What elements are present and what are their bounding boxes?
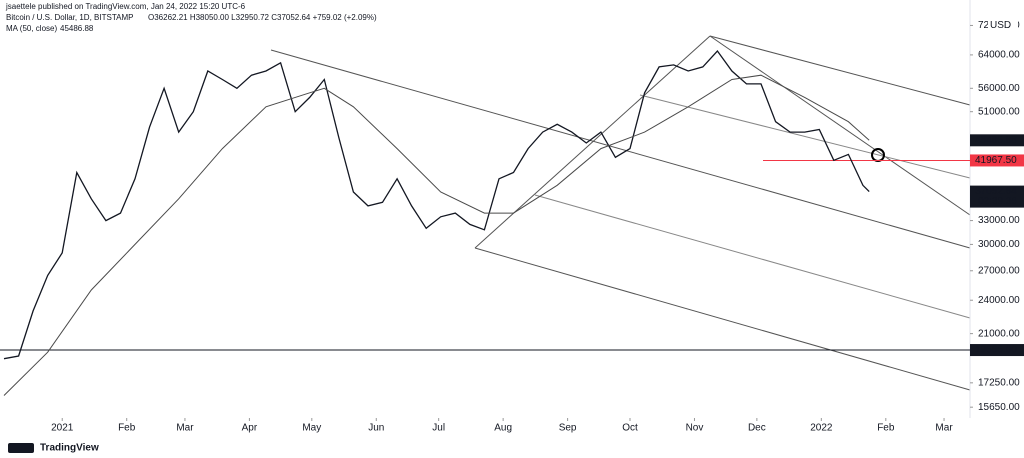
ohlc: O36262.21 H38050.00 L32950.72 C37052.64 … [148,13,377,22]
x-tick-label: Jul [432,423,445,434]
y-tick-label: 64000.00 [978,50,1020,61]
x-tick-label: Feb [118,423,136,434]
currency: USD [990,20,1011,31]
y-tick-label: 51000.00 [978,106,1020,117]
x-tick-label: Oct [622,423,638,434]
trend-line [639,94,971,179]
price-label: 41967.50 [975,155,1017,166]
x-tick-label: Aug [494,423,512,434]
x-tick-label: Sep [559,423,577,434]
x-tick-label: 2022 [810,423,833,434]
countdown: 02:39:36 [978,196,1017,207]
y-tick-label: 24000.00 [978,295,1020,306]
logo [8,443,34,453]
price-label: 45486.88 [975,135,1017,146]
x-tick-label: Jun [368,423,384,434]
trend-line [709,35,971,106]
price-label-bg [970,154,1024,167]
x-tick-label: Apr [242,423,258,434]
x-tick-label: May [302,423,321,434]
publisher: jsaettele published on TradingView.com, … [5,2,246,11]
y-tick-label: 27000.00 [978,265,1020,276]
price-label-bg [970,134,1024,147]
y-tick-label: 33000.00 [978,215,1020,226]
price-label-bg [970,344,1024,357]
price-label: 19666.00 [975,345,1017,356]
y-tick-label: 15650.00 [978,402,1020,413]
marker-circle [871,148,885,162]
brand: TradingView [40,443,99,454]
price-label-bg [970,185,1024,208]
price-label: 37052.64 [975,186,1017,197]
trend-line [534,194,971,319]
trend-line [474,247,971,391]
x-tick-label: Mar [935,423,953,434]
y-tick-label: 21000.00 [978,328,1020,339]
trend-line [709,35,971,216]
symbol: Bitcoin / U.S. Dollar, 1D, BITSTAMP [6,13,133,22]
ma-line [3,74,870,396]
trend-line [270,49,971,249]
y-tick-label: 30000.00 [978,239,1020,250]
y-tick-label: 56000.00 [978,83,1020,94]
x-tick-label: Nov [686,423,704,434]
x-tick-label: 2021 [51,423,74,434]
price-line [3,49,870,360]
currency-bg [988,19,1018,32]
x-tick-label: Mar [176,423,194,434]
x-tick-label: Dec [748,423,766,434]
x-tick-label: Feb [877,423,895,434]
ma-label: MA (50, close) [6,24,57,33]
y-tick-label: 17250.00 [978,377,1020,388]
ma-value: 45486.88 [60,24,94,33]
